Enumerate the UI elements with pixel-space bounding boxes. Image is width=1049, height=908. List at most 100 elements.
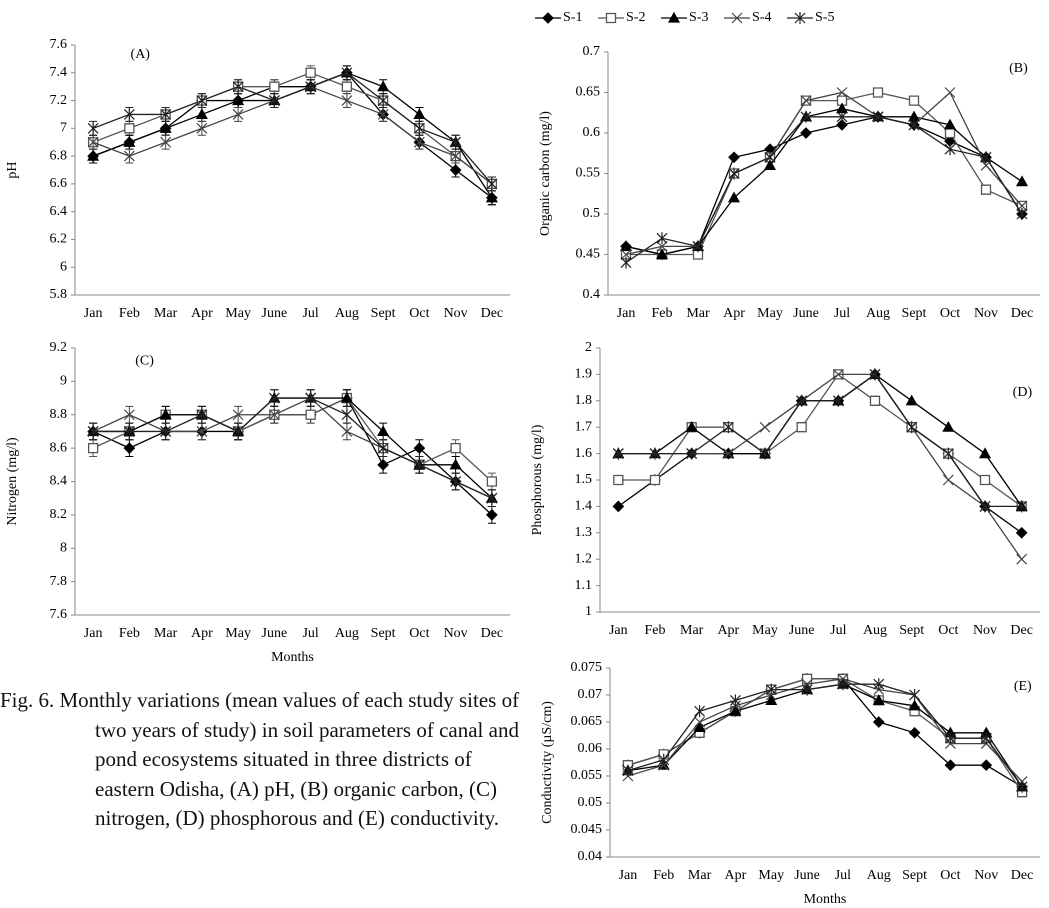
marker [763, 159, 777, 170]
marker [728, 167, 740, 180]
legend-item: S-1 [535, 10, 582, 25]
series [87, 65, 498, 192]
marker [1016, 553, 1028, 565]
x-tick-label: May [752, 623, 778, 638]
x-tick-label: May [225, 306, 251, 321]
marker [908, 726, 921, 739]
series-line [627, 678, 1023, 782]
marker [658, 753, 670, 766]
x-tick-label: Sept [371, 626, 396, 641]
y-tick-label: 7.6 [50, 37, 68, 52]
marker [1015, 175, 1029, 187]
marker [872, 110, 884, 123]
marker [613, 474, 624, 486]
marker [305, 67, 316, 78]
y-tick-label: 6.6 [50, 176, 68, 191]
marker [377, 442, 389, 455]
legend-item: S-4 [724, 10, 771, 25]
x-tick-label: Jan [84, 306, 103, 321]
marker [979, 500, 991, 513]
x-tick-label: Aug [335, 626, 359, 641]
marker [872, 87, 884, 98]
marker [159, 408, 172, 420]
legend-label: S-1 [563, 10, 582, 25]
marker [908, 95, 920, 106]
y-tick-label: 0.05 [578, 795, 603, 810]
y-tick-label: 0.7 [583, 44, 601, 59]
marker [837, 678, 849, 691]
marker [377, 80, 390, 92]
marker [1016, 780, 1028, 793]
y-tick-label: 7.4 [50, 65, 68, 80]
legend-item: S-3 [661, 10, 708, 25]
marker [801, 683, 813, 696]
marker [944, 732, 956, 745]
marker [450, 150, 462, 162]
x-tick-label: Sept [899, 623, 924, 638]
x-tick-label: Dec [481, 626, 504, 641]
marker [268, 392, 280, 405]
marker [377, 458, 389, 471]
x-tick-label: Dec [481, 306, 504, 321]
marker [694, 716, 706, 728]
marker [620, 249, 632, 260]
y-tick-label: 8.4 [50, 474, 68, 489]
caption: Fig. 6. Monthly variations (mean values … [0, 688, 520, 830]
marker [413, 442, 426, 454]
series-line [92, 397, 493, 499]
y-tick-label: 1.8 [575, 393, 593, 408]
marker [872, 694, 885, 705]
marker [123, 150, 135, 162]
series [622, 678, 1028, 793]
legend-label: S-3 [689, 10, 708, 25]
y-axis-label: pH [5, 161, 20, 178]
marker [232, 94, 245, 106]
marker [87, 442, 99, 454]
marker [685, 420, 698, 432]
y-tick-label: 9.2 [50, 340, 68, 355]
y-tick-label: 8.2 [50, 507, 68, 522]
x-tick-label: Mar [154, 626, 178, 641]
marker [800, 95, 812, 107]
marker [655, 248, 669, 260]
series-line [626, 91, 1023, 256]
marker [759, 421, 771, 433]
panel-label: (B) [1009, 61, 1028, 76]
y-tick-label: 0.55 [576, 166, 601, 181]
marker [800, 127, 812, 139]
marker [620, 256, 632, 269]
marker [232, 425, 244, 438]
series [612, 368, 1028, 513]
marker [486, 476, 498, 487]
series [620, 110, 1028, 269]
series-line [92, 72, 493, 185]
legend-marker [794, 12, 806, 24]
marker [908, 118, 920, 131]
y-axis-label: Nitrogen (mg/l) [5, 437, 20, 526]
series-line [627, 678, 1023, 793]
x-tick-label: Jan [609, 623, 628, 638]
marker [485, 191, 498, 203]
series [622, 673, 1028, 798]
series [612, 368, 1028, 511]
x-tick-label: Oct [409, 626, 429, 641]
x-tick-label: Oct [938, 623, 958, 638]
series-line [618, 373, 1023, 507]
legend-marker [731, 12, 743, 24]
marker [159, 122, 172, 133]
legend-label: S-4 [752, 10, 771, 25]
x-tick-label: Aug [335, 306, 359, 321]
marker [449, 458, 462, 470]
marker [196, 408, 208, 421]
marker [980, 184, 992, 195]
marker [232, 80, 244, 93]
y-tick-label: 6 [60, 259, 67, 274]
marker [196, 94, 208, 107]
marker [377, 94, 389, 107]
marker [942, 420, 955, 432]
x-tick-label: Jul [830, 623, 846, 638]
y-tick-label: 0.065 [571, 714, 603, 729]
marker [305, 409, 316, 420]
marker [836, 87, 848, 98]
